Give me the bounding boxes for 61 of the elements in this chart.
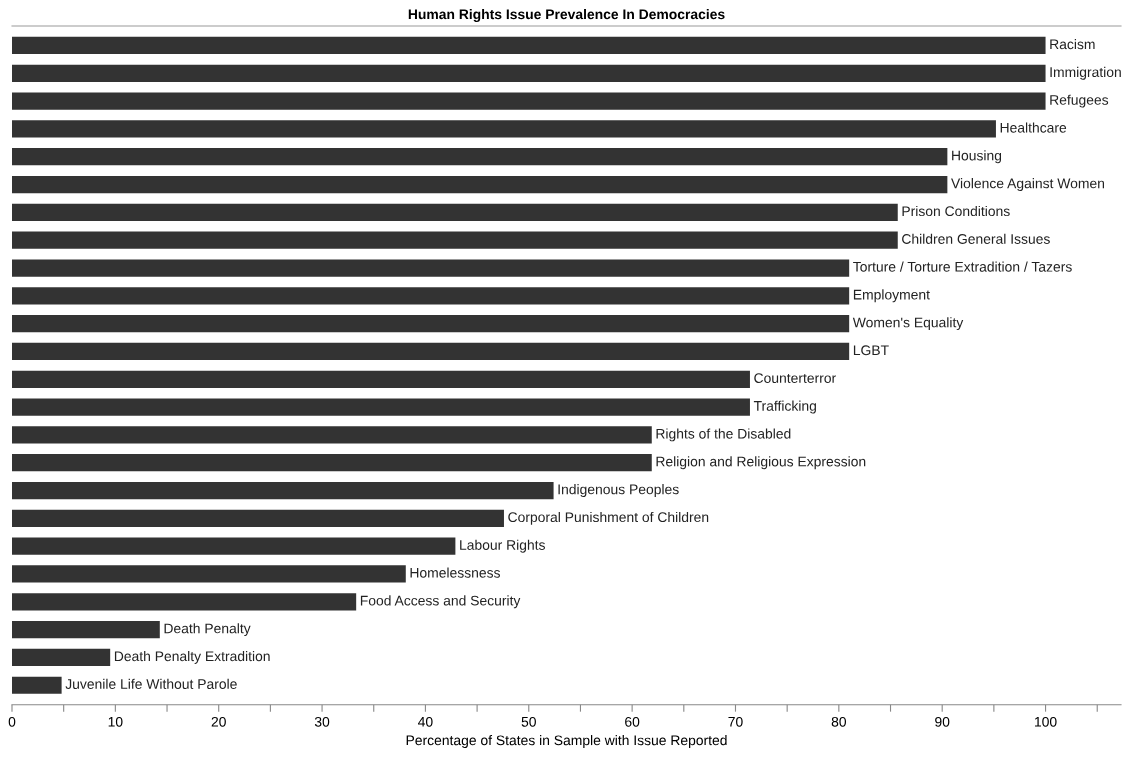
bar bbox=[12, 92, 1046, 110]
bar bbox=[12, 398, 750, 416]
bar bbox=[12, 148, 948, 166]
x-tick-label: 40 bbox=[418, 716, 433, 727]
x-tick-label: 70 bbox=[728, 716, 743, 727]
y-tick-label: Juvenile Life Without Parole bbox=[65, 678, 237, 689]
y-tick-label: Violence Against Women bbox=[951, 178, 1104, 192]
bar bbox=[12, 231, 898, 249]
y-tick-label: Healthcare bbox=[1000, 122, 1067, 133]
bar bbox=[12, 537, 456, 555]
bar bbox=[12, 203, 898, 221]
y-tick-label: Refugees bbox=[1050, 94, 1109, 108]
chart-title: Human Rights Issue Prevalence In Democracies bbox=[408, 8, 725, 22]
bar bbox=[12, 370, 750, 388]
y-tick-label: Employment bbox=[853, 289, 930, 303]
bar bbox=[12, 509, 504, 527]
y-tick-label: Death Penalty Extradition bbox=[114, 650, 270, 664]
y-tick-label: Corporal Punishment of Children bbox=[508, 511, 709, 525]
bar bbox=[12, 593, 357, 611]
y-tick-label: Women's Equality bbox=[852, 317, 964, 331]
y-tick-label: Labour Rights bbox=[460, 539, 545, 553]
bar bbox=[12, 481, 554, 500]
x-axis-title: Percentage of States in Sample with Issue Reported bbox=[406, 735, 727, 748]
bar bbox=[12, 426, 652, 444]
x-tick-label: 60 bbox=[625, 716, 640, 727]
x-tick-label: 100 bbox=[1035, 716, 1057, 727]
y-tick-label: Homelessness bbox=[410, 567, 500, 578]
y-tick-label: Counterterror bbox=[754, 373, 836, 383]
bar bbox=[12, 287, 850, 305]
y-tick-label: Housing bbox=[952, 150, 1002, 164]
y-tick-label: Trafficking bbox=[753, 400, 816, 414]
y-tick-label: Prison Conditions bbox=[902, 205, 1010, 217]
y-tick-label: Torture / Torture Extradition / Tazers bbox=[853, 261, 1072, 272]
y-tick-label: Immigration bbox=[1050, 66, 1121, 80]
x-tick-label: 30 bbox=[314, 716, 330, 727]
y-tick-label: Death Penalty bbox=[164, 623, 251, 637]
x-tick-label: 20 bbox=[211, 716, 226, 727]
x-tick-label: 50 bbox=[521, 716, 536, 727]
bar bbox=[12, 676, 62, 694]
bar bbox=[12, 64, 1046, 82]
x-tick-label: 90 bbox=[935, 716, 950, 727]
bar bbox=[12, 175, 948, 194]
bar bbox=[12, 648, 111, 667]
bar bbox=[12, 315, 850, 333]
x-tick-label: 80 bbox=[831, 716, 847, 727]
bar bbox=[12, 620, 160, 639]
y-tick-label: Rights of the Disabled bbox=[656, 428, 791, 442]
bar bbox=[12, 565, 406, 583]
x-tick-label: 10 bbox=[108, 716, 123, 727]
y-tick-label: Indigenous Peoples bbox=[558, 484, 679, 498]
y-tick-label: Food Access and Security bbox=[360, 595, 521, 609]
bar bbox=[12, 120, 996, 138]
bar bbox=[12, 36, 1046, 55]
y-tick-label: Children General Issues bbox=[902, 233, 1050, 244]
bar bbox=[12, 259, 850, 277]
bar bbox=[12, 342, 850, 361]
x-tick-label: 0 bbox=[8, 716, 16, 727]
y-tick-label: LGBT bbox=[853, 345, 889, 356]
bar bbox=[12, 454, 652, 472]
y-tick-label: Racism bbox=[1050, 39, 1095, 50]
y-tick-label: Religion and Religious Expression bbox=[656, 456, 866, 470]
